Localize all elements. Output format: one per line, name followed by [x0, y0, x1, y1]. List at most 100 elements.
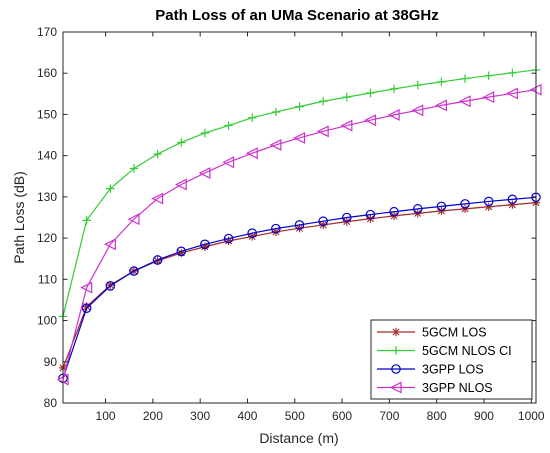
data-point-5gcm-nlos-ci	[484, 71, 493, 80]
x-tick-label: 1000	[518, 409, 545, 423]
data-point-5gcm-nlos-ci	[342, 92, 351, 102]
data-point-3gpp-los	[247, 228, 257, 238]
legend-marker	[391, 346, 401, 355]
data-point-5gcm-nlos-ci	[460, 74, 470, 83]
data-point-3gpp-nlos	[387, 108, 400, 121]
data-point-5gcm-nlos-ci	[248, 113, 257, 122]
data-point-3gpp-nlos	[80, 281, 93, 294]
series-line-3gpp-nlos	[62, 89, 537, 380]
data-point-5gcm-los	[460, 204, 470, 214]
data-point-5gcm-nlos-ci	[366, 88, 375, 98]
y-axis-title: Path Loss (dB)	[11, 171, 27, 264]
data-point-5gcm-los	[106, 280, 115, 290]
data-point-5gcm-los	[484, 202, 493, 211]
data-point-5gcm-los	[248, 232, 257, 241]
data-point-3gpp-nlos	[293, 131, 306, 144]
series-3gpp-nlos	[56, 83, 542, 386]
x-tick-label: 300	[190, 409, 210, 423]
data-point-5gcm-nlos-ci	[389, 84, 399, 94]
x-tick-label: 800	[427, 409, 447, 423]
data-point-3gpp-nlos	[245, 147, 258, 160]
data-point-5gcm-nlos-ci	[177, 138, 186, 147]
y-tick-label: 90	[44, 355, 58, 369]
legend: 5GCM LOS 5GCM NLOS CI 3GPP LOS 3GPP NLOS	[370, 319, 533, 400]
plot-frame	[62, 31, 537, 404]
data-point-5gcm-nlos-ci	[271, 107, 281, 117]
legend-item-5gcm-nlos-ci: 5GCM NLOS CI	[377, 344, 512, 358]
y-tick-label: 150	[37, 107, 57, 121]
data-point-3gpp-nlos	[364, 114, 377, 127]
x-tick-label: 700	[379, 409, 399, 423]
data-point-3gpp-los	[460, 199, 470, 209]
legend-label: 5GCM NLOS CI	[422, 344, 512, 358]
data-point-3gpp-nlos	[316, 125, 329, 138]
data-point-3gpp-nlos	[411, 104, 424, 117]
data-point-3gpp-los	[412, 204, 423, 214]
legend-item-3gpp-nlos: 3GPP NLOS	[377, 381, 493, 395]
data-point-3gpp-los	[341, 212, 352, 223]
legend-item-3gpp-los: 3GPP LOS	[377, 363, 484, 377]
legend-label: 3GPP NLOS	[422, 381, 493, 395]
y-tick-label: 160	[37, 66, 57, 80]
x-tick-label: 100	[96, 409, 116, 423]
data-point-3gpp-los	[507, 194, 518, 205]
data-point-3gpp-los	[105, 281, 116, 291]
data-point-3gpp-nlos	[151, 192, 164, 205]
data-point-3gpp-los	[152, 255, 163, 265]
y-tick-label: 170	[37, 25, 57, 39]
data-point-5gcm-los	[200, 242, 210, 251]
data-point-3gpp-nlos	[103, 238, 116, 251]
data-point-3gpp-los	[294, 220, 305, 230]
data-point-3gpp-nlos	[222, 156, 235, 169]
data-point-5gcm-nlos-ci	[200, 128, 210, 138]
y-tick-label: 100	[37, 314, 57, 328]
legend-marker	[391, 364, 401, 374]
data-point-5gcm-nlos-ci	[437, 77, 446, 87]
data-point-3gpp-los	[389, 206, 399, 217]
data-point-5gcm-los	[271, 227, 281, 237]
legend-item-5gcm-los: 5GCM LOS	[377, 326, 487, 340]
data-point-5gcm-los	[508, 200, 517, 209]
data-point-3gpp-los	[223, 233, 234, 244]
y-tick-label: 120	[37, 231, 57, 245]
data-point-3gpp-los	[483, 196, 494, 207]
data-point-5gcm-los	[295, 224, 304, 233]
data-point-3gpp-nlos	[435, 99, 447, 112]
data-point-3gpp-nlos	[482, 91, 495, 104]
data-point-3gpp-los	[318, 216, 328, 227]
data-point-3gpp-nlos	[506, 87, 518, 100]
y-tick-label: 130	[37, 190, 57, 204]
x-tick-label: 500	[285, 409, 305, 423]
chart-marks	[56, 65, 542, 386]
data-point-3gpp-nlos	[198, 167, 211, 179]
x-tick-label: 200	[143, 409, 163, 423]
legend-marker	[391, 327, 401, 337]
data-point-5gcm-los	[224, 236, 233, 246]
data-point-3gpp-los	[129, 266, 139, 276]
x-axis-title: Distance (m)	[259, 430, 338, 446]
data-point-5gcm-nlos-ci	[508, 68, 517, 78]
legend-marker	[389, 381, 402, 394]
x-tick-label: 900	[474, 409, 494, 423]
data-point-5gcm-nlos-ci	[295, 102, 304, 111]
data-point-3gpp-los	[436, 201, 447, 212]
data-point-3gpp-nlos	[458, 95, 471, 108]
y-tick-label: 110	[38, 272, 57, 286]
data-point-5gcm-los	[82, 302, 91, 311]
legend-label: 3GPP LOS	[422, 363, 484, 377]
data-point-5gcm-nlos-ci	[224, 121, 233, 130]
data-point-3gpp-los	[200, 239, 210, 250]
data-point-3gpp-nlos	[340, 119, 353, 132]
y-tick-label: 140	[37, 149, 57, 163]
data-point-5gcm-nlos-ci	[82, 216, 91, 225]
data-point-5gcm-nlos-ci	[413, 80, 422, 90]
y-tick-label: 80	[44, 396, 58, 410]
legend-label: 5GCM LOS	[422, 326, 487, 340]
data-point-3gpp-los	[365, 209, 376, 220]
data-point-3gpp-los	[271, 223, 281, 234]
x-tick-label: 400	[237, 409, 257, 423]
data-point-5gcm-los	[153, 256, 162, 265]
axis-ticks: 100 200 300 400 500 600 700 800 900 1000 80 90 100 11…	[37, 25, 545, 423]
data-point-5gcm-nlos-ci	[318, 97, 328, 106]
